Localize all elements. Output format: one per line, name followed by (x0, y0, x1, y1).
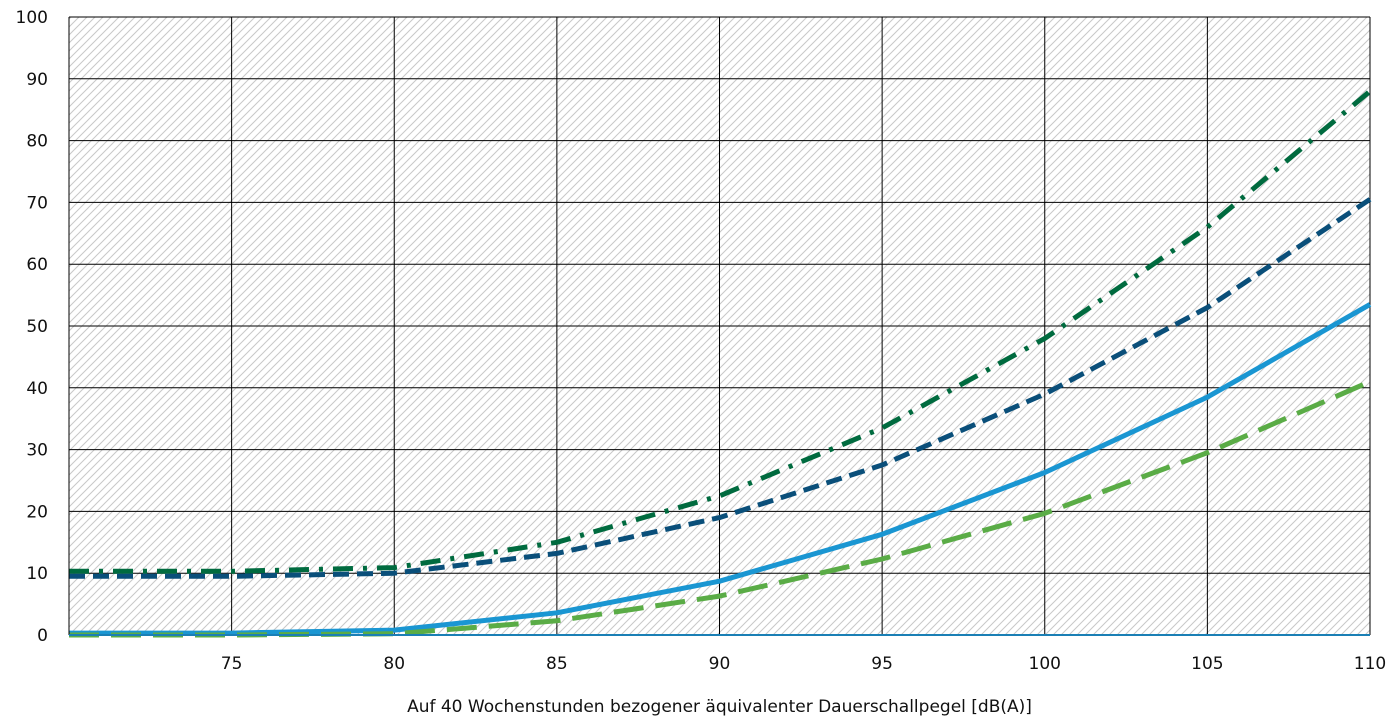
series-line-1 (69, 89, 1372, 574)
y-tick-label: 20 (26, 502, 48, 522)
y-tick-label: 50 (26, 317, 48, 337)
y-tick-label: 40 (26, 379, 48, 399)
x-tick-label: 90 (709, 654, 731, 674)
y-tick-label: 70 (26, 193, 48, 213)
y-tick-label: 60 (26, 255, 48, 275)
y-tick-label: 10 (26, 564, 48, 584)
y-tick-label: 30 (26, 441, 48, 461)
y-tick-label: 90 (26, 70, 48, 90)
x-tick-label: 110 (1354, 654, 1386, 674)
grid-lines (69, 16, 1371, 635)
x-axis-title: Auf 40 Wochenstunden bezogener äquivalen… (407, 697, 1032, 717)
series-line-2 (69, 197, 1372, 579)
y-tick-label: 80 (26, 132, 48, 152)
x-tick-label: 85 (546, 654, 568, 674)
x-tick-label: 100 (1029, 654, 1061, 674)
x-tick-label: 75 (221, 654, 243, 674)
x-tick-label: 80 (383, 654, 405, 674)
y-tick-label: 100 (16, 8, 48, 28)
tick-labels: 0 10 20 30 40 50 60 70 80 90 100 75 80 85 90 95 100 105 11… (16, 8, 1387, 674)
axes (68, 17, 1370, 636)
x-tick-label: 95 (871, 654, 893, 674)
y-tick-label: 0 (37, 626, 48, 646)
x-tick-label: 105 (1191, 654, 1223, 674)
